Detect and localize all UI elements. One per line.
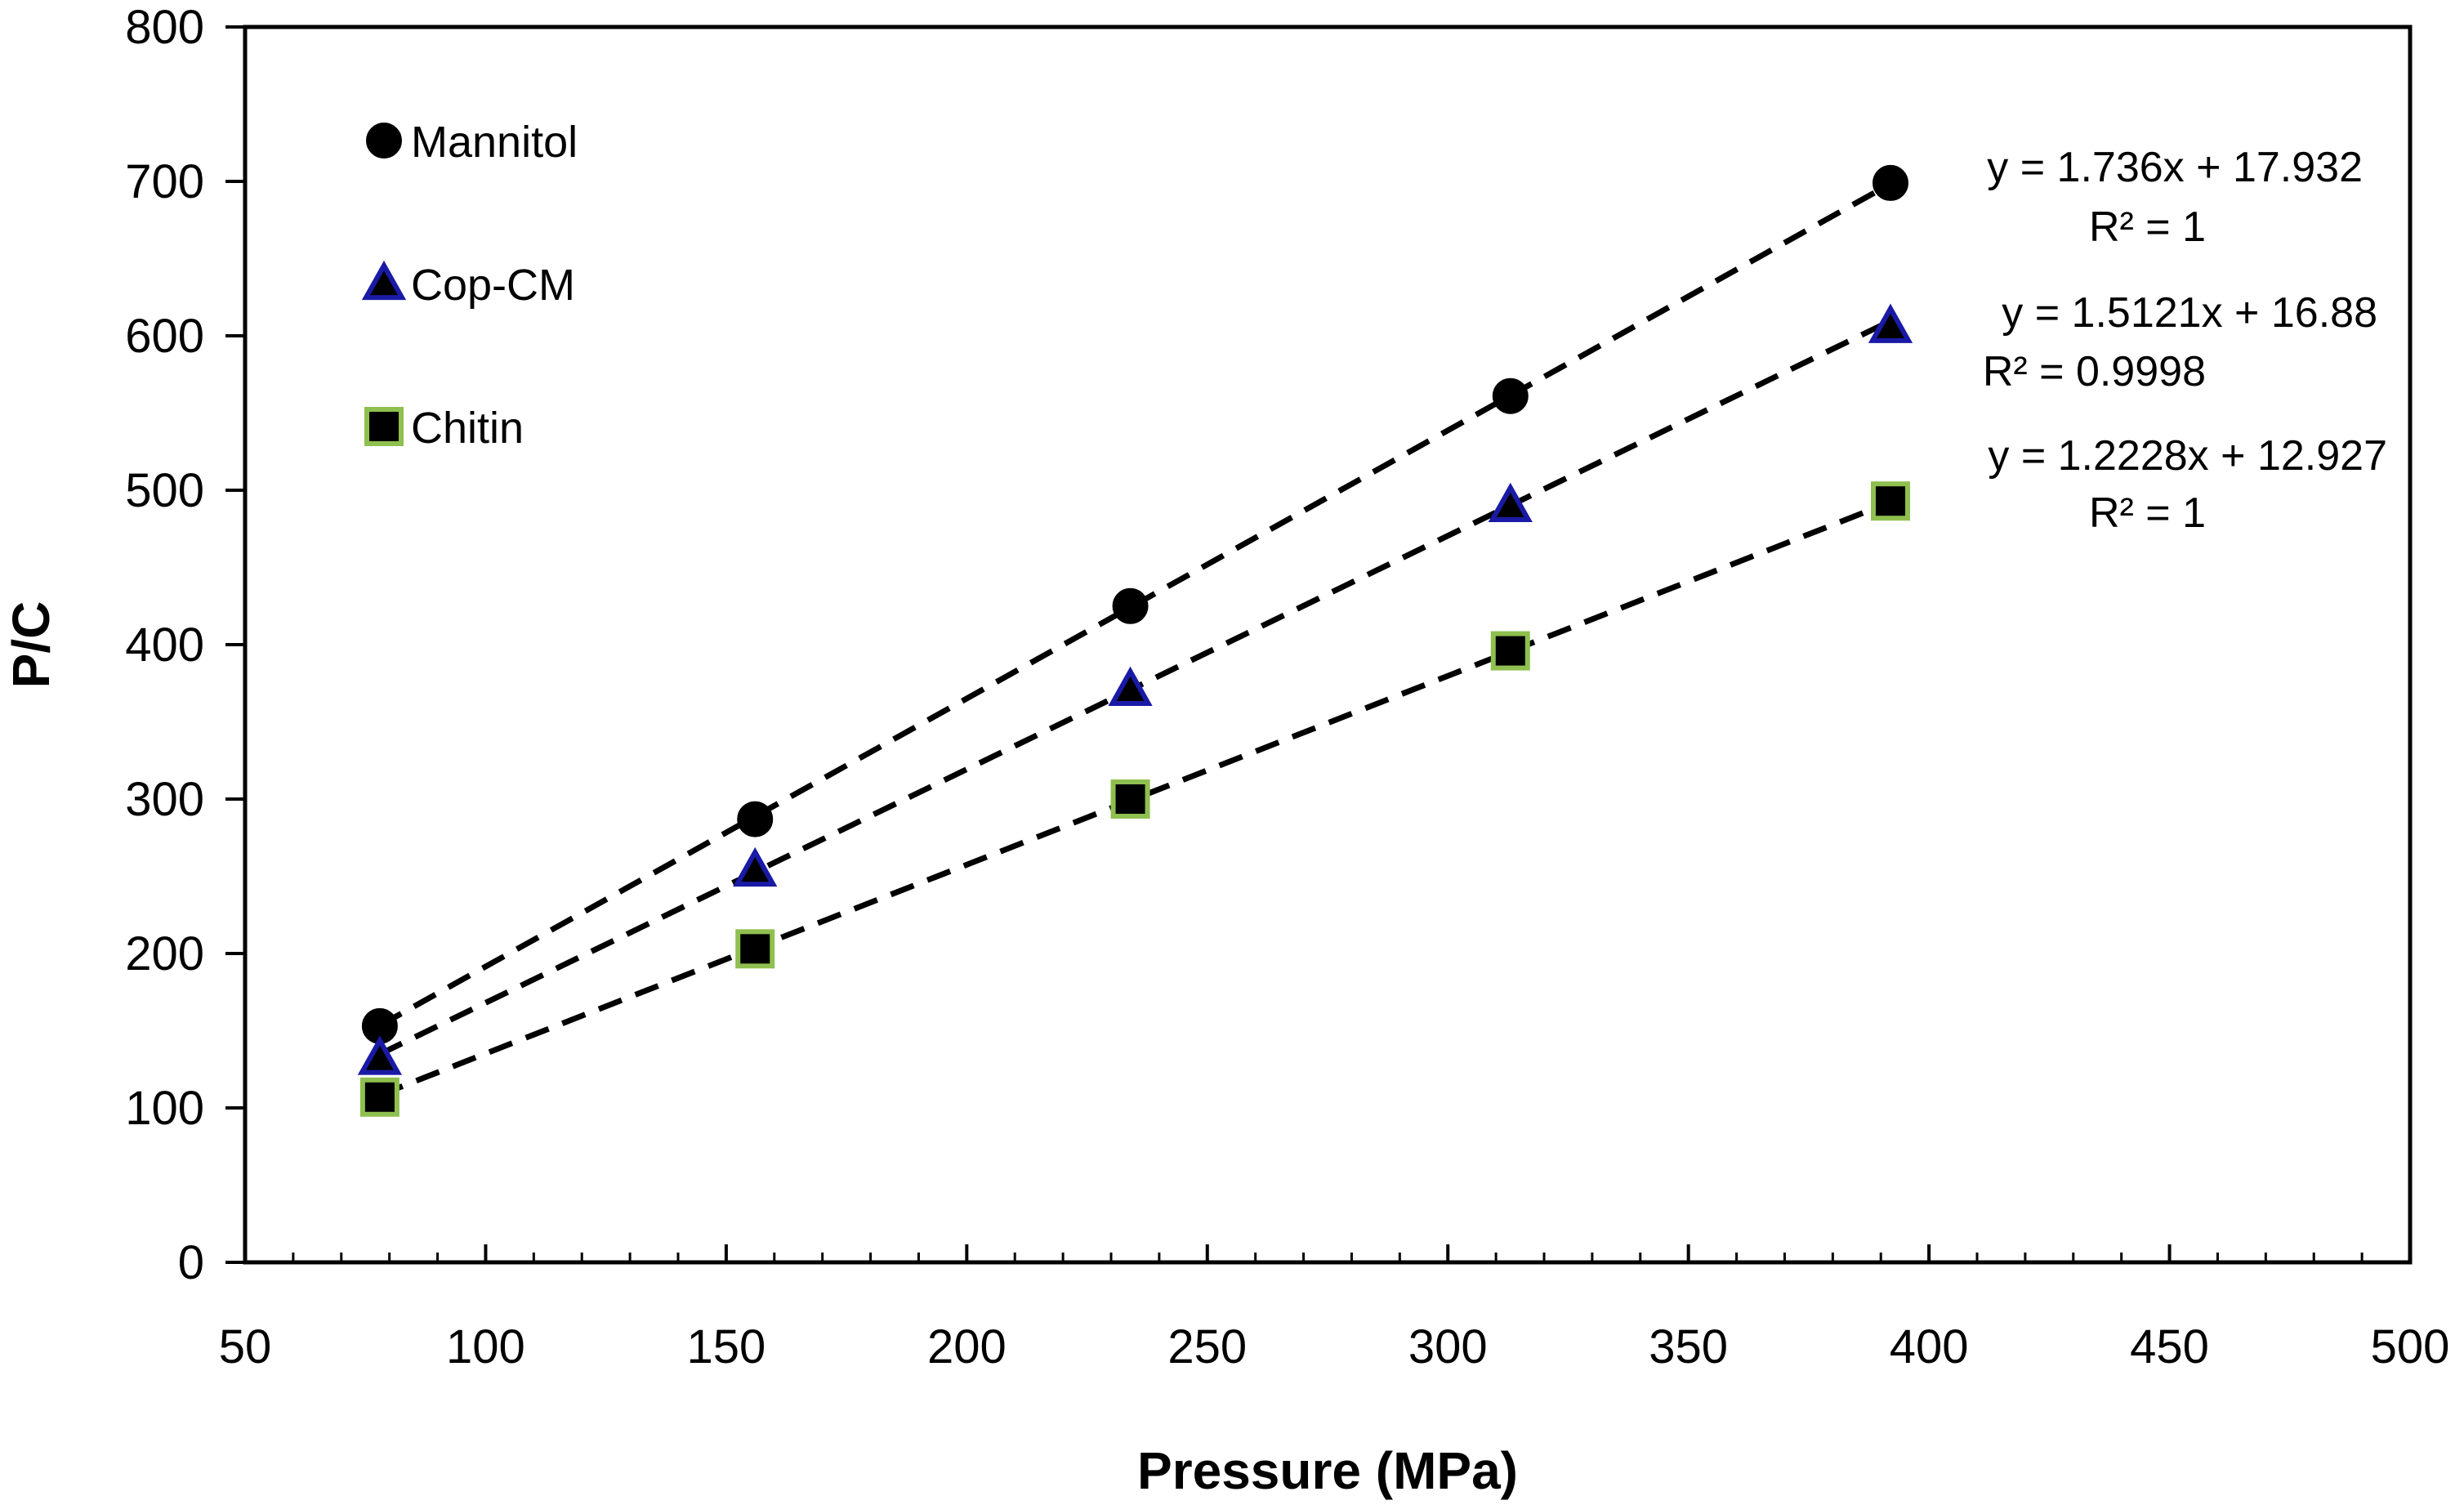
legend-marker-chitin [364,407,404,446]
mannitol-point [1492,377,1529,414]
mannitol-equation: y = 1.736x + 17.932 [1987,144,2363,191]
data-points [357,164,1913,1117]
cop-cm-point [357,1035,403,1075]
x-tick-label: 150 [686,1320,766,1373]
trendlines [378,181,1892,1098]
y-tick-label: 600 [125,310,204,363]
x-tick-label: 500 [2371,1320,2450,1373]
legend-label-chitin: Chitin [411,404,524,453]
y-tick-label: 500 [125,464,204,517]
x-tick-label: 250 [1167,1320,1247,1373]
x-tick-label: 300 [1408,1320,1488,1373]
chitin-point [1871,481,1910,521]
legend-marker-cop-cm [361,260,407,301]
legend-marker-mannitol [366,123,402,159]
chitin-point [1490,631,1530,671]
y-axis-title: P/C [2,601,60,689]
y-tick-label: 700 [125,155,204,208]
trendline-equations: y = 1.736x + 17.932 R² = 1 y = 1.5121x + 1… [1983,144,2387,537]
x-axis-title: Pressure (MPa) [1137,1441,1518,1500]
mannitol-r-squared: R² = 1 [2089,203,2206,251]
y-tick-label: 300 [125,773,204,826]
x-tick-label: 350 [1649,1320,1728,1373]
y-tick-label: 100 [125,1082,204,1135]
y-tick-label: 0 [178,1236,204,1289]
y-tick-label: 200 [125,927,204,980]
x-tick-label: 100 [446,1320,525,1373]
y-tick-label: 800 [125,1,204,54]
cop-cm-point [733,846,778,887]
cop-cm-point [1488,482,1533,523]
mannitol-point [1873,164,1908,201]
mannitol-point [737,801,774,837]
x-tick-label: 450 [2130,1320,2209,1373]
chitin-point [735,929,775,969]
plot-frame [243,25,2413,1265]
x-tick-label: 400 [1890,1320,1969,1373]
chitin-r-squared: R² = 1 [2089,489,2206,537]
chitin-equation: y = 1.2228x + 12.927 [1988,432,2387,480]
mannitol-point [1112,587,1149,624]
cop-cm-r-squared: R² = 0.9998 [1983,348,2206,395]
legend-label-cop-cm: Cop-CM [411,261,575,310]
legend: Mannitol Cop-CM Chitin [361,118,578,453]
chitin-point [359,1077,400,1117]
cop-cm-equation: y = 1.5121x + 16.88 [2002,289,2377,337]
y-tick-label: 400 [125,619,204,672]
cop-cm-point [1868,303,1913,343]
x-tick-label: 50 [219,1320,272,1373]
x-tick-label: 200 [927,1320,1007,1373]
cop-cm-point [1108,666,1153,706]
legend-label-mannitol: Mannitol [411,118,578,167]
chitin-point [1110,779,1150,819]
chitin-trendline [378,499,1892,1098]
